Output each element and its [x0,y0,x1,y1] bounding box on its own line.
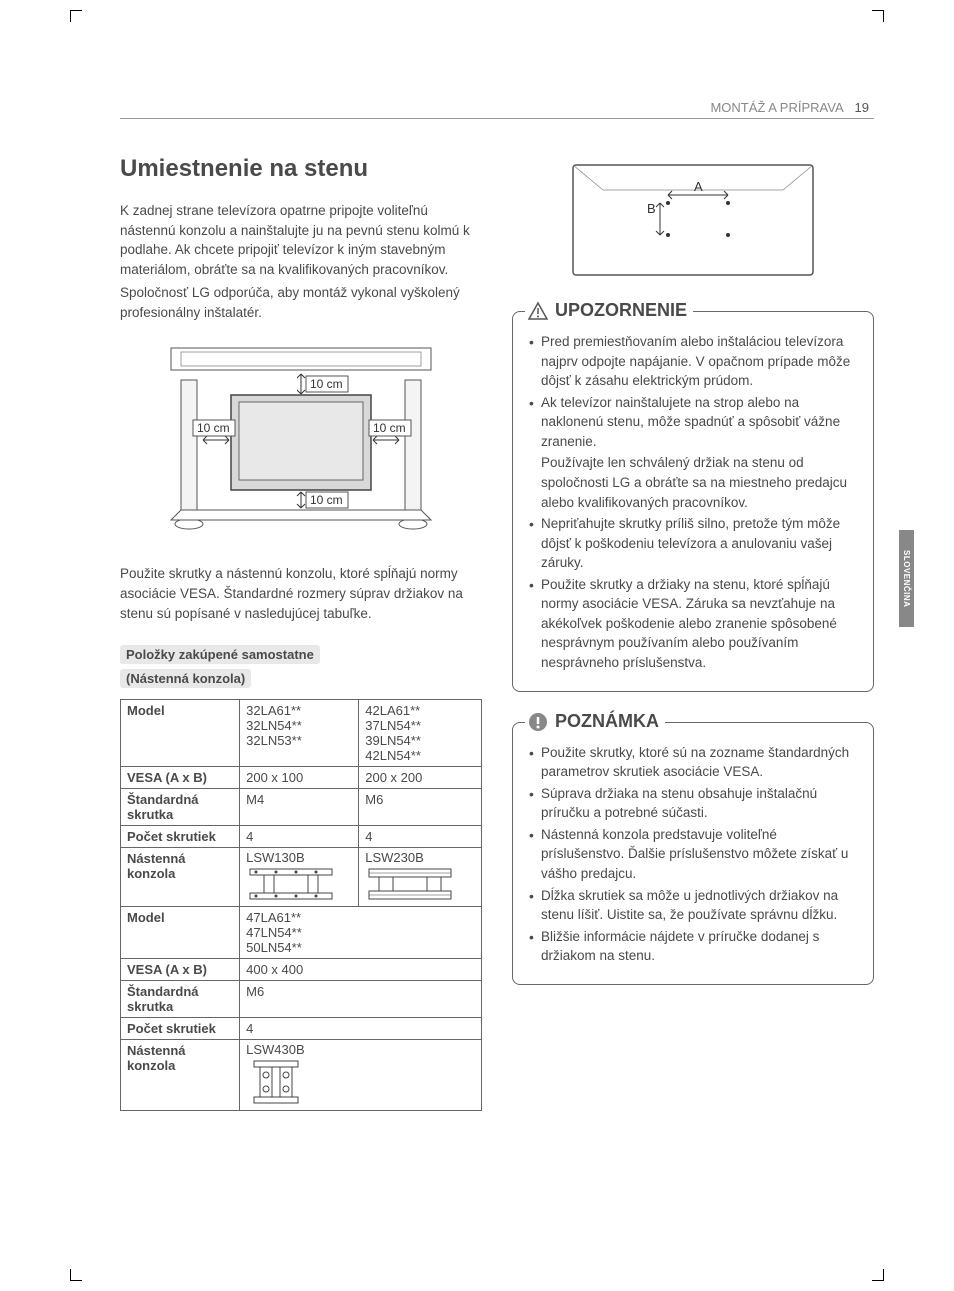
caution-item-1: Pred premiestňovaním alebo inštaláciou t… [527,332,859,391]
caution-item-3: Nepriťahujte skrutky príliš silno, preto… [527,514,859,573]
note-title: POZNÁMKA [555,711,659,732]
t1-count-c1: 4 [240,826,359,848]
clearance-top: 10 cm [310,377,343,391]
t1-model-label: Model [121,700,240,767]
caution-title: UPOZORNENIE [555,300,687,321]
svg-text:10 cm: 10 cm [197,421,230,435]
t1-bracket-c1: LSW130B [246,850,305,865]
page-title: Umiestnenie na stenu [120,155,482,183]
left-column: Umiestnenie na stenu K zadnej strane tel… [120,155,482,1111]
note-item-5: Bližšie informácie nájdete v príručke do… [527,927,859,966]
t2-vesa-label: VESA (A x B) [121,959,240,981]
t1-count-c2: 4 [359,826,482,848]
t1-screw-label: Štandardná skrutka [121,789,240,826]
note-item-3: Nástenná konzola predstavuje voliteľné p… [527,825,859,884]
spec-table-1: Model 32LA61** 32LN54** 32LN53** 42LA61*… [120,699,482,907]
note-item-1: Použite skrutky, ktoré sú na zozname šta… [527,743,859,782]
intro-para-2: Spoločnosť LG odporúča, aby montáž vykon… [120,283,482,322]
note-item-2: Súprava držiaka na stenu obsahuje inštal… [527,784,859,823]
vesa-para: Použite skrutky a nástennú konzolu, ktor… [120,564,482,623]
t1-model-c1: 32LA61** 32LN54** 32LN53** [240,700,359,767]
t1-vesa-c1: 200 x 100 [240,767,359,789]
t1-screw-c2: M6 [359,789,482,826]
t1-screw-c1: M4 [240,789,359,826]
intro-para-1: K zadnej strane televízora opatrne pripo… [120,201,482,279]
t1-bracket-c2: LSW230B [365,850,424,865]
t2-screw-c1: M6 [240,981,482,1018]
vesa-dimension-diagram: A B [512,155,874,285]
t2-count-c1: 4 [240,1018,482,1040]
sep-items-line2: (Nástenná konzola) [120,669,251,688]
right-column: A B UPOZORNENIE [512,155,874,1111]
note-item-4: Dĺžka skrutiek sa môže u jednotlivých dr… [527,886,859,925]
t1-vesa-label: VESA (A x B) [121,767,240,789]
t1-model-c2: 42LA61** 37LN54** 39LN54** 42LN54** [359,700,482,767]
vesa-a-label: A [694,179,703,194]
spec-table-2: Model 47LA61** 47LN54** 50LN54** VESA (A… [120,906,482,1111]
t2-screw-label: Štandardná skrutka [121,981,240,1018]
separate-items-heading: Položky zakúpené samostatne (Nástenná ko… [120,643,482,691]
caution-box: UPOZORNENIE Pred premiestňovaním alebo i… [512,311,874,692]
t2-count-label: Počet skrutiek [121,1018,240,1040]
t2-bracket-label: Nástenná konzola [121,1040,240,1111]
t1-vesa-c2: 200 x 200 [359,767,482,789]
note-box: POZNÁMKA Použite skrutky, ktoré sú na zo… [512,722,874,985]
bracket-icon-lsw430b [246,1057,306,1107]
wall-mount-diagram: 10 cm 10 cm 10 cm [120,340,482,550]
t2-model-label: Model [121,907,240,959]
t1-bracket-label: Nástenná konzola [121,848,240,907]
svg-text:10 cm: 10 cm [310,493,343,507]
t2-bracket-c1: LSW430B [246,1042,305,1057]
caution-item-2: Ak televízor nainštalujete na strop aleb… [527,393,859,512]
bracket-icon-lsw130b [246,865,336,903]
t1-count-label: Počet skrutiek [121,826,240,848]
vesa-b-label: B [647,201,656,216]
svg-text:10 cm: 10 cm [373,421,406,435]
sep-items-line1: Položky zakúpené samostatne [120,645,320,664]
bracket-icon-lsw230b [365,865,455,903]
caution-item-4: Použite skrutky a držiaky na stenu, ktor… [527,575,859,673]
note-icon [527,711,549,733]
t2-model-c1: 47LA61** 47LN54** 50LN54** [240,907,482,959]
t2-vesa-c1: 400 x 400 [240,959,482,981]
caution-icon [527,301,549,321]
